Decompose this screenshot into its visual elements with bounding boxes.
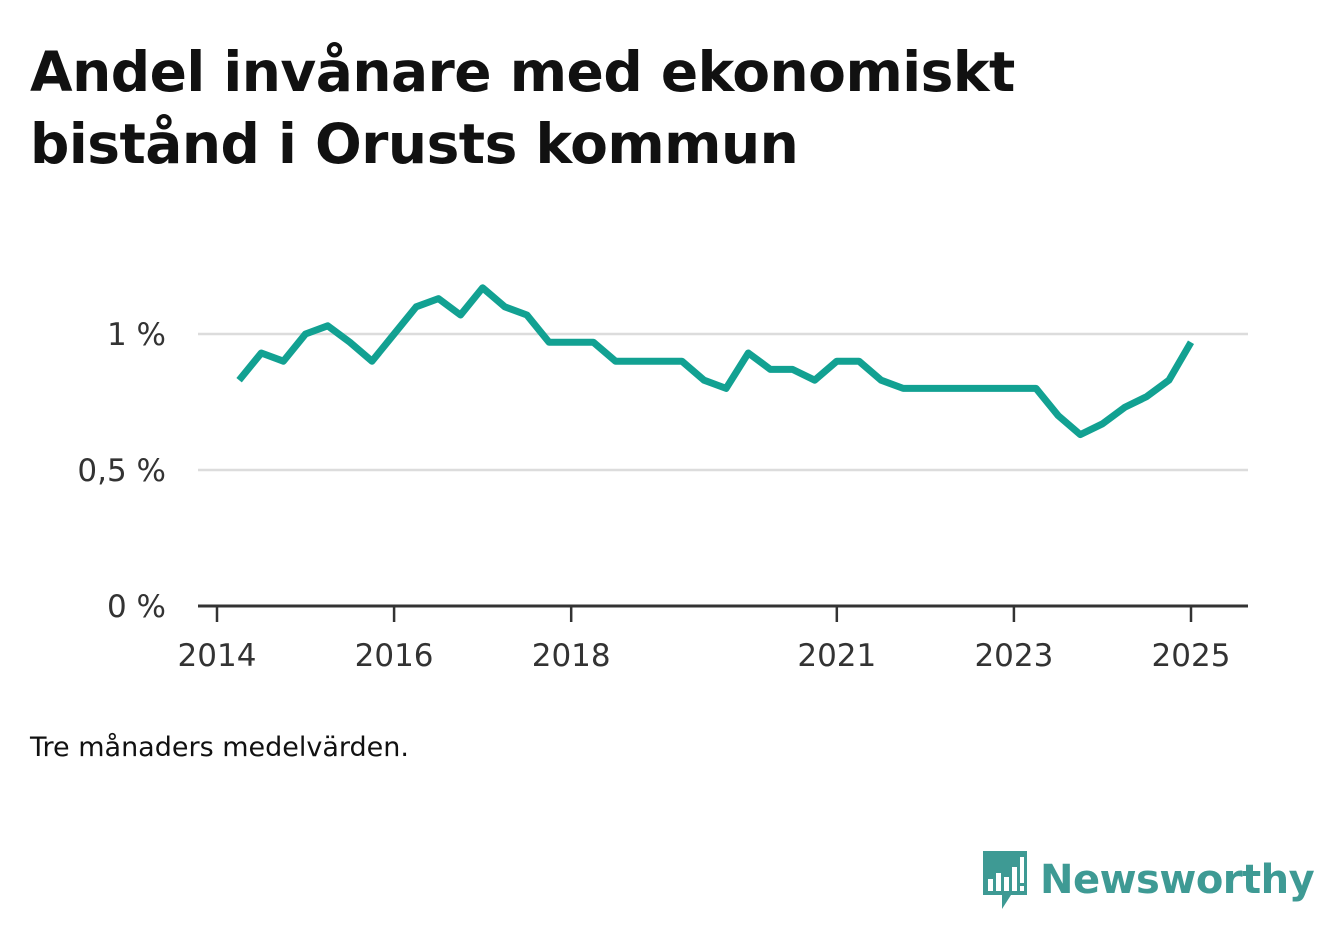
y-axis-tick-labels: 0 % 0,5 % 1 %	[77, 317, 166, 625]
x-axis-ticks: 2014 2016 2018 2021 2023 2025	[178, 606, 1231, 674]
x-tick-label: 2016	[355, 638, 434, 674]
x-tick-label: 2021	[797, 638, 876, 674]
newsworthy-logo: Newsworthy	[980, 848, 1315, 912]
bar-chart-speech-bubble-icon	[983, 851, 1027, 909]
grid-lines	[198, 332, 1248, 472]
chart-title: Andel invånare med ekonomiskt bistånd i …	[30, 40, 1015, 176]
chart-note: Tre månaders medelvärden.	[30, 732, 409, 763]
x-tick-label: 2023	[974, 638, 1053, 674]
brand-name: Newsworthy	[1040, 857, 1315, 903]
y-tick-label: 0,5 %	[77, 453, 166, 489]
x-tick-label: 2025	[1152, 638, 1231, 674]
x-tick-label: 2018	[532, 638, 611, 674]
line-chart: 0 % 0,5 % 1 % 2014 2016 2018 2021 2023 2025	[77, 284, 1248, 674]
x-tick-label: 2014	[178, 638, 257, 674]
series-line	[236, 284, 1195, 439]
y-tick-label: 0 %	[107, 589, 166, 625]
y-tick-label: 1 %	[107, 317, 166, 353]
